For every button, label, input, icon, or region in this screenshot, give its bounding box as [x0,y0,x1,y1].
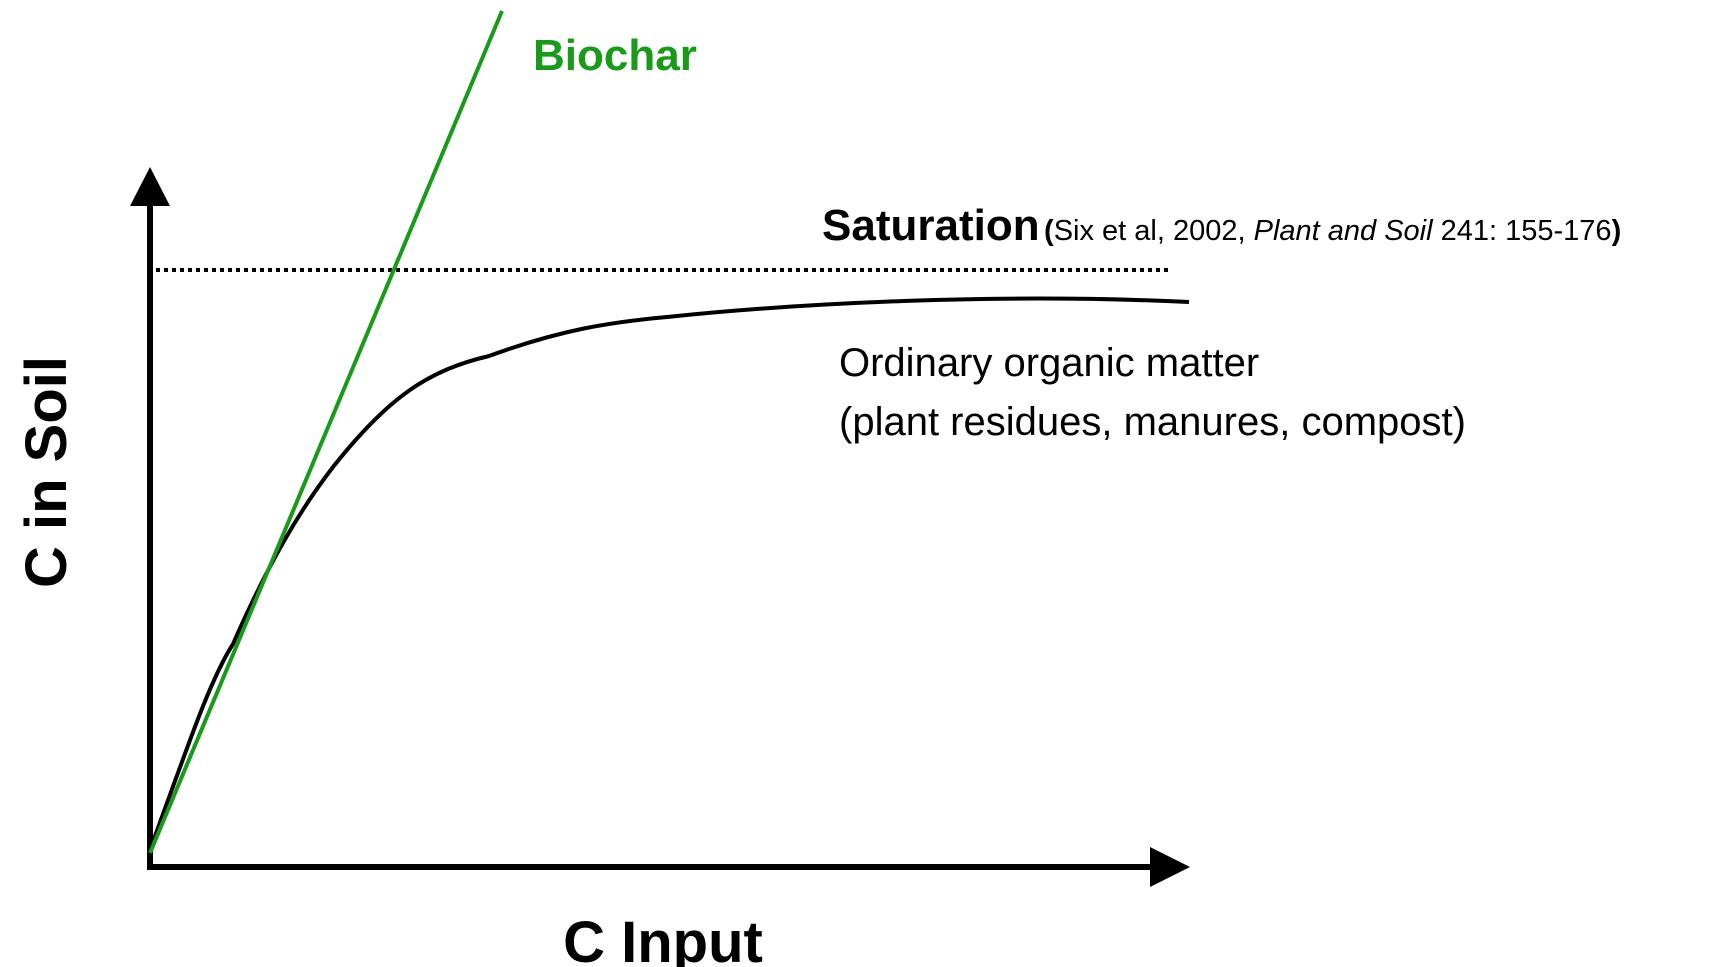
x-arrow [1150,847,1190,887]
y-arrow [130,167,170,206]
biochar-line [148,10,504,854]
organic-curve [148,296,1190,851]
organic-label: (plant residues, manures, compost) [839,400,1466,444]
biochar-label: Biochar [533,31,697,80]
saturation-title: Saturation [822,201,1040,250]
citation-open: ( [1044,215,1054,247]
citation-authors: Six et al, 2002, [1054,215,1254,247]
citation-pages: 241: 155-176 [1433,215,1612,247]
organic-label: Ordinary organic matter [839,341,1259,385]
citation-journal: Plant and Soil [1254,215,1435,247]
y-axis-label: C in Soil [14,356,79,588]
saturation-label: Saturation (Six et al, 2002, Plant and S… [822,201,1621,250]
citation-close: ) [1612,215,1622,247]
x-axis-label: C Input [563,910,763,967]
